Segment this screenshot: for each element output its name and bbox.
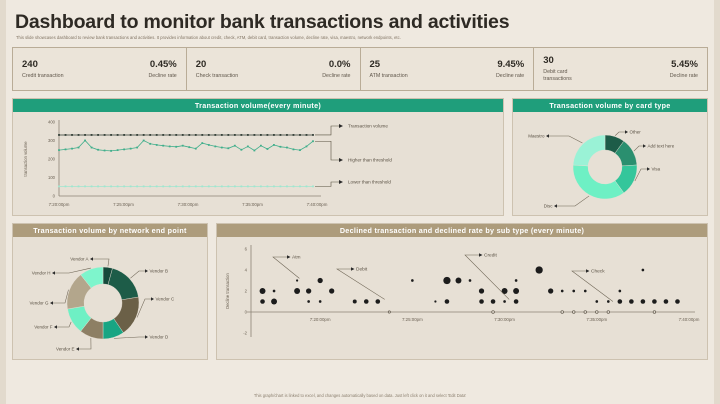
- panel-title-network: Transaction volume by network end point: [13, 224, 207, 238]
- svg-text:Vendor E: Vendor E: [56, 347, 75, 352]
- svg-text:4: 4: [245, 268, 248, 273]
- card-type-body: Other Add text here Visa Disc Maestro: [513, 112, 707, 215]
- kpi-rate: 9.45%: [497, 58, 525, 70]
- svg-text:Debit: Debit: [356, 267, 368, 273]
- line-chart[interactable]: 0 100 200 300 400 transaction volume Transacti…: [13, 112, 503, 215]
- panel-title-transaction-volume: Transaction volume(every minute): [13, 99, 503, 113]
- panel-transaction-volume: Transaction volume(every minute) 0 100 200…: [12, 98, 504, 217]
- svg-text:7:40:00pm: 7:40:00pm: [679, 317, 700, 322]
- kpi-label: Debit card transactions: [543, 69, 572, 82]
- svg-text:0: 0: [245, 310, 248, 315]
- right-edge-strip: [714, 0, 720, 404]
- svg-text:Vendor F: Vendor F: [34, 325, 53, 330]
- kpi-rate: 5.45%: [671, 58, 698, 70]
- kpi-value: 25: [369, 58, 381, 70]
- svg-text:Vendor D: Vendor D: [150, 335, 170, 340]
- page-subtitle: This slide showcases dashboard to review…: [16, 35, 401, 41]
- footer-note: This graph/chart is linked to excel, and…: [253, 393, 467, 398]
- svg-text:-2: -2: [243, 331, 247, 336]
- kpi-rate-label: Decline rate: [669, 72, 698, 79]
- svg-text:Vendor B: Vendor B: [150, 269, 169, 274]
- svg-text:7:35:00pm: 7:35:00pm: [242, 202, 263, 207]
- svg-text:Credit: Credit: [484, 253, 497, 259]
- svg-text:7:30:00pm: 7:30:00pm: [178, 202, 199, 207]
- svg-text:Vendor A: Vendor A: [70, 257, 88, 262]
- svg-text:7:40:00pm: 7:40:00pm: [307, 202, 328, 207]
- kpi-rate: 0.45%: [149, 58, 177, 70]
- svg-text:300: 300: [48, 138, 56, 143]
- kpi-label: ATM transaction: [369, 72, 408, 79]
- kpi-card-credit[interactable]: 240 Credit transaction 0.45% Decline rat…: [13, 48, 186, 90]
- svg-text:Decline transaction: Decline transaction: [225, 273, 230, 309]
- panel-title-card-type: Transaction volume by card type: [513, 99, 707, 113]
- kpi-rate-label: Decline rate: [148, 72, 177, 79]
- card-type-donut[interactable]: Other Add text here Visa Disc Maestro: [513, 112, 707, 215]
- svg-text:100: 100: [48, 175, 56, 180]
- kpi-label: Check transaction: [195, 72, 239, 79]
- charts-row-bottom: Transaction volume by network end point …: [12, 223, 708, 361]
- svg-text:Visa: Visa: [652, 167, 661, 172]
- svg-text:Check: Check: [591, 269, 605, 275]
- svg-text:200: 200: [48, 157, 56, 162]
- svg-text:7:25:00pm: 7:25:00pm: [402, 317, 423, 322]
- svg-text:0: 0: [53, 194, 56, 199]
- svg-text:7:20:00pm: 7:20:00pm: [310, 317, 331, 322]
- kpi-value: 240: [22, 58, 38, 70]
- kpi-row: 240 Credit transaction 0.45% Decline rat…: [12, 47, 708, 92]
- charts-row-top: Transaction volume(every minute) 0 100 200…: [12, 98, 708, 217]
- kpi-card-debit[interactable]: 30 Debit card transactions 5.45% Decline…: [533, 48, 707, 91]
- svg-text:Vendor C: Vendor C: [156, 297, 176, 302]
- panel-declined-transaction: Declined transaction and declined rate b…: [216, 223, 708, 361]
- svg-text:7:25:00pm: 7:25:00pm: [113, 202, 134, 207]
- kpi-card-check[interactable]: 20 Check transaction 0.0% Decline rate: [185, 48, 360, 91]
- line-chart-body: 0 100 200 300 400 transaction volume Transacti…: [13, 112, 503, 215]
- svg-text:Higher than threshold: Higher than threshold: [348, 158, 392, 163]
- kpi-rate-label: Decline rate: [322, 72, 351, 79]
- kpi-rate: 0.0%: [328, 58, 351, 70]
- kpi-value: 30: [543, 55, 554, 67]
- svg-text:Transaction volume: Transaction volume: [348, 124, 388, 129]
- panel-card-type: Transaction volume by card type Other Add…: [512, 98, 708, 217]
- svg-text:7:35:00pm: 7:35:00pm: [586, 317, 607, 322]
- svg-text:2: 2: [245, 289, 248, 294]
- svg-text:Vendor G: Vendor G: [29, 301, 49, 306]
- page-title: Dashboard to monitor bank transactions a…: [15, 11, 510, 33]
- svg-text:400: 400: [48, 120, 56, 125]
- svg-text:Lower than threshold: Lower than threshold: [348, 180, 391, 185]
- network-donut[interactable]: Vendor A Vendor B Vendor C Vendor D Vendor E…: [13, 237, 207, 359]
- svg-text:Maestro: Maestro: [528, 134, 545, 139]
- kpi-rate-label: Decline rate: [495, 72, 525, 79]
- svg-text:7:30:00pm: 7:30:00pm: [494, 317, 515, 322]
- svg-text:Vendor H: Vendor H: [32, 271, 51, 276]
- left-edge-strip: [0, 0, 6, 404]
- kpi-value: 20: [195, 58, 207, 70]
- scatter-body: -2 0 2 4 6 Decline transaction Atm Debit Credit C…: [217, 237, 707, 359]
- panel-network-endpoint: Transaction volume by network end point …: [12, 223, 208, 361]
- svg-text:6: 6: [245, 247, 248, 252]
- svg-text:7:20:00pm: 7:20:00pm: [49, 202, 70, 207]
- svg-text:Other: Other: [630, 130, 642, 135]
- svg-text:Disc: Disc: [544, 204, 553, 209]
- kpi-label: Credit transaction: [22, 72, 64, 79]
- svg-text:transaction volume: transaction volume: [23, 141, 28, 177]
- kpi-card-atm[interactable]: 25 ATM transaction 9.45% Decline rate: [359, 48, 534, 91]
- panel-title-scatter: Declined transaction and declined rate b…: [217, 224, 707, 238]
- network-body: Vendor A Vendor B Vendor C Vendor D Vendor E…: [13, 237, 207, 359]
- svg-text:Atm: Atm: [292, 255, 301, 261]
- svg-text:Add text here: Add text here: [648, 144, 675, 149]
- scatter-chart[interactable]: -2 0 2 4 6 Decline transaction Atm Debit Credit C…: [217, 237, 707, 359]
